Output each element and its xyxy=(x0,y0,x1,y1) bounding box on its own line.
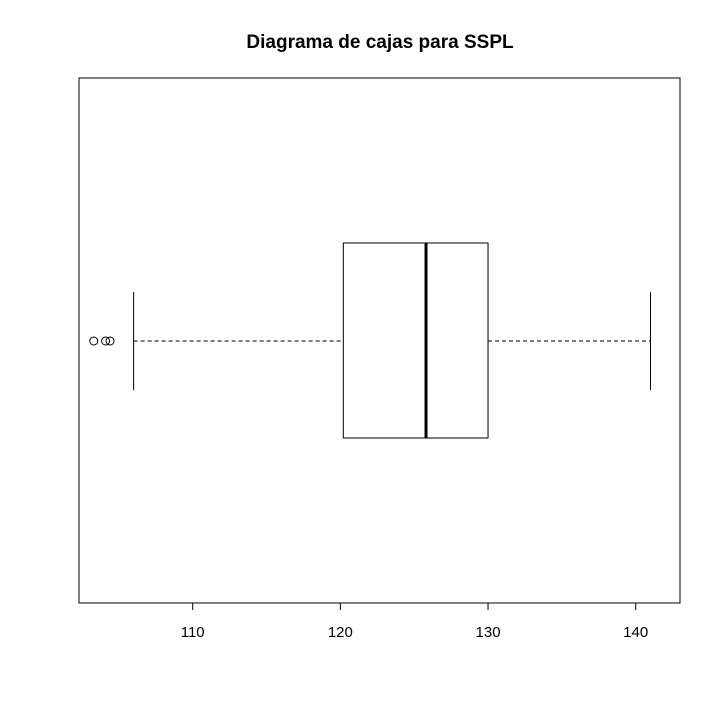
outlier-point xyxy=(105,336,115,346)
chart-title: Diagrama de cajas para SSPL xyxy=(246,32,514,53)
x-tick-label: 120 xyxy=(328,624,353,641)
outlier-point xyxy=(89,336,99,346)
x-axis-ticks: 110 120 130 140 xyxy=(181,603,648,641)
box-series xyxy=(89,242,651,439)
x-tick-label: 140 xyxy=(623,624,648,641)
outlier-point xyxy=(101,336,111,346)
x-tick-label: 110 xyxy=(181,624,205,641)
x-tick-label: 130 xyxy=(476,624,501,641)
iqr-box xyxy=(342,242,489,439)
